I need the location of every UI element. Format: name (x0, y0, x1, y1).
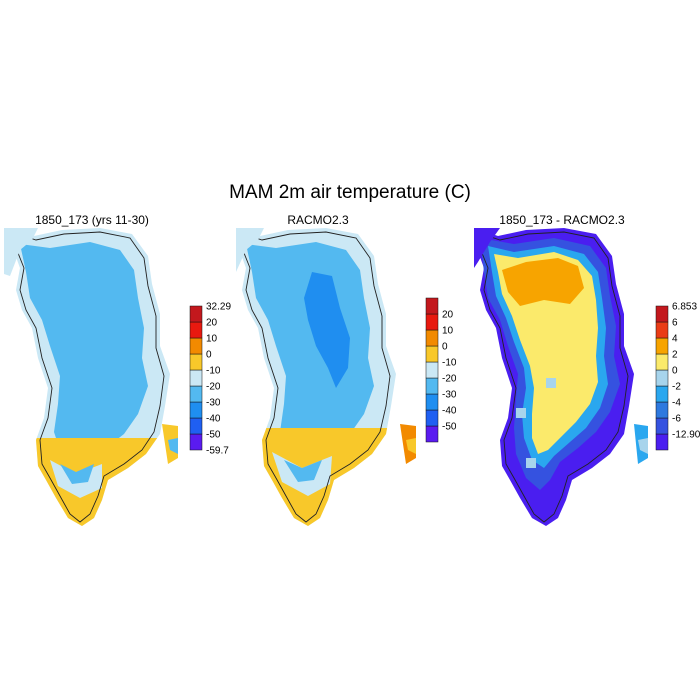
colorbar-label: 6 (672, 318, 678, 329)
colorbar-swatch (655, 337, 669, 355)
colorbar-label: 32.29 (206, 302, 231, 313)
map-island-inner (168, 438, 178, 454)
colorbar-label: -40 (442, 406, 457, 417)
colorbar-labels: -50 -40 -30 -20 -10 0 10 20 (442, 310, 457, 433)
colorbar-swatch (655, 401, 669, 419)
figure-title: MAM 2m air temperature (C) (229, 182, 471, 203)
panel-model: 1850_173 (yrs 11-30) -59.7 -50 -40 -30 -20 -1… (4, 213, 231, 526)
colorbar-swatch (425, 361, 439, 379)
map-northwest-fill (474, 228, 500, 268)
colorbar-label: -30 (206, 398, 221, 409)
colorbar-label: -6 (672, 414, 681, 425)
panel-racmo: RACMO2.3 -50 -40 -30 -20 -10 0 10 20 (236, 213, 457, 526)
colorbar-swatch (425, 377, 439, 395)
colorbar-label: 6.853 (672, 302, 697, 313)
colorbar-label: -2 (672, 382, 681, 393)
map-greenland (4, 228, 178, 526)
colorbar-swatch (655, 385, 669, 403)
colorbar-swatch (425, 329, 439, 347)
colorbar-label: 10 (206, 334, 218, 345)
colorbar-label: 10 (442, 326, 454, 337)
colorbar-swatch (655, 321, 669, 339)
map-south-warm-band (10, 438, 170, 526)
colorbar-swatch (189, 321, 203, 339)
panel-diff: 1850_173 - RACMO2.3 -12.90 -6 -4 -2 0 2 4 6 6.85… (474, 213, 700, 526)
colorbar-swatch (189, 337, 203, 355)
colorbar-swatch (189, 369, 203, 387)
map-cold-core (304, 272, 350, 388)
colorbar-swatch (655, 369, 669, 387)
colorbar-swatch (425, 297, 439, 315)
colorbar-swatch (189, 401, 203, 419)
colorbar-label: -40 (206, 414, 221, 425)
colorbar-label: 0 (672, 366, 678, 377)
colorbar-swatches (655, 305, 669, 451)
colorbar-swatch (189, 417, 203, 435)
colorbar-label: -10 (442, 358, 457, 369)
colorbar-label: 0 (206, 350, 212, 361)
colorbar-swatch (189, 385, 203, 403)
colorbar-label: -50 (442, 422, 457, 433)
map-patch (526, 458, 536, 468)
colorbar-swatch (655, 305, 669, 323)
colorbar-label: 0 (442, 342, 448, 353)
colorbar: -50 -40 -30 -20 -10 0 10 20 (425, 297, 457, 443)
map-patch (516, 408, 526, 418)
colorbar: -59.7 -50 -40 -30 -20 -10 0 10 20 32.29 (189, 302, 231, 457)
colorbar-swatch (425, 313, 439, 331)
map-island-inner (406, 438, 416, 454)
colorbar-label: 4 (672, 334, 678, 345)
colorbar-swatch (189, 433, 203, 451)
map-patch (546, 378, 556, 388)
colorbar-label: -20 (206, 382, 221, 393)
map-greenland (236, 228, 416, 526)
colorbar-swatch (425, 409, 439, 427)
panel-title: 1850_173 - RACMO2.3 (499, 213, 625, 227)
colorbar-label: -50 (206, 430, 221, 441)
colorbar-label: -30 (442, 390, 457, 401)
panel-title: RACMO2.3 (287, 213, 349, 227)
colorbar-swatches (189, 305, 203, 451)
colorbar: -12.90 -6 -4 -2 0 2 4 6 6.853 (655, 302, 700, 451)
colorbar-label: -20 (442, 374, 457, 385)
colorbar-swatch (655, 433, 669, 451)
colorbar-swatch (655, 417, 669, 435)
colorbar-label: -4 (672, 398, 681, 409)
colorbar-label: 20 (442, 310, 454, 321)
map-northwest-fill (4, 228, 38, 276)
colorbar-swatch (189, 353, 203, 371)
colorbar-swatch (425, 345, 439, 363)
map-greenland (474, 228, 648, 526)
colorbar-swatches (425, 297, 439, 443)
colorbar-label: -10 (206, 366, 221, 377)
colorbar-swatch (655, 353, 669, 371)
colorbar-labels: -12.90 -6 -4 -2 0 2 4 6 6.853 (672, 302, 700, 441)
colorbar-labels: -59.7 -50 -40 -30 -20 -10 0 10 20 32.29 (206, 302, 231, 457)
colorbar-swatch (425, 425, 439, 443)
colorbar-label: -59.7 (206, 446, 229, 457)
map-northwest-fill (236, 228, 264, 272)
panel-title: 1850_173 (yrs 11-30) (35, 213, 149, 227)
colorbar-label: 20 (206, 318, 218, 329)
colorbar-swatch (189, 305, 203, 323)
colorbar-label: 2 (672, 350, 678, 361)
map-south-warm-band (236, 428, 396, 526)
colorbar-label: -12.90 (672, 430, 700, 441)
map-orange-north (502, 258, 584, 306)
colorbar-swatch (425, 393, 439, 411)
map-island-inner (638, 438, 648, 454)
